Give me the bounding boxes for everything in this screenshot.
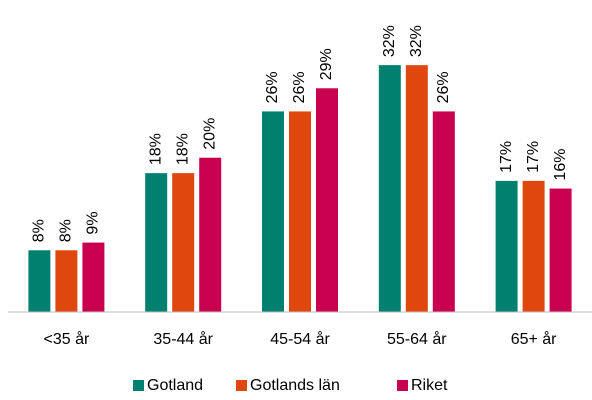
value-label: 32% <box>408 25 425 57</box>
legend-swatch <box>133 380 144 391</box>
bar <box>262 111 284 312</box>
value-label: 26% <box>435 71 452 103</box>
legend-label: Riket <box>411 377 448 394</box>
x-tick-label: 45-54 år <box>270 330 330 348</box>
value-label: 32% <box>381 25 398 57</box>
value-label: 18% <box>174 133 191 165</box>
legend-swatch <box>397 380 408 391</box>
value-label: 26% <box>264 71 281 103</box>
value-label: 29% <box>318 48 335 80</box>
value-label: 9% <box>85 211 102 234</box>
value-label: 20% <box>201 118 218 150</box>
bar <box>145 173 168 312</box>
legend-label: Gotland <box>147 377 203 394</box>
value-label: 18% <box>147 133 164 165</box>
bar <box>316 88 338 313</box>
x-tick-label: 55-64 år <box>387 330 447 348</box>
x-tick-label: 65+ år <box>511 330 557 348</box>
value-label: 16% <box>552 149 569 181</box>
bar <box>172 173 195 312</box>
bar <box>55 250 78 312</box>
legend-swatch <box>236 380 247 391</box>
bar <box>289 111 311 312</box>
bar <box>405 65 428 313</box>
x-tick-label: <35 år <box>43 330 89 348</box>
bar <box>82 242 105 312</box>
bar <box>28 250 51 312</box>
legend-label: Gotlands län <box>250 377 340 394</box>
value-label: 26% <box>291 71 308 103</box>
value-label: 17% <box>525 141 542 173</box>
bar <box>432 111 455 312</box>
value-label: 8% <box>58 219 75 242</box>
value-label: 17% <box>498 141 515 173</box>
bar <box>199 157 222 312</box>
value-label: 8% <box>31 219 48 242</box>
bar <box>522 180 545 312</box>
bar <box>495 180 518 312</box>
bar <box>549 188 572 312</box>
bar <box>378 65 401 313</box>
x-tick-label: 35-44 år <box>153 330 213 348</box>
